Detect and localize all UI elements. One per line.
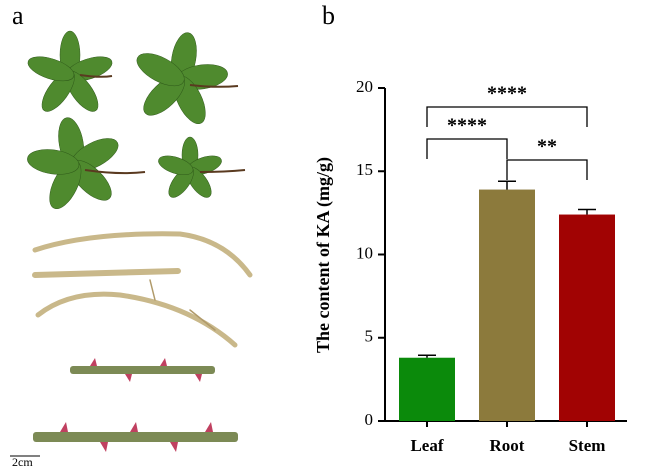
panel-label: b: [322, 1, 335, 30]
photo-leaves: [27, 30, 246, 209]
y-tick-label: 5: [365, 327, 374, 346]
y-tick-label: 15: [356, 160, 373, 179]
y-tick-label: 20: [356, 77, 373, 96]
significance-label: ****: [447, 115, 487, 137]
y-axis-title: The content of KA (mg/g): [313, 157, 334, 353]
x-tick-label: Root: [490, 436, 525, 455]
y-tick-label: 0: [365, 410, 374, 429]
bar: [399, 357, 455, 421]
scale-bar-label: 2cm: [12, 455, 33, 469]
significance-bracket: [426, 106, 588, 127]
photo-roots: [32, 231, 253, 348]
y-tick-label: 10: [356, 243, 373, 262]
x-tick-label: Stem: [569, 436, 606, 455]
significance-label: **: [537, 136, 557, 158]
x-tick-label: Leaf: [410, 436, 443, 455]
bar: [559, 214, 615, 421]
significance-label: ****: [487, 83, 527, 105]
error-bar: [578, 208, 596, 215]
panel-label: a: [12, 1, 24, 30]
error-bar: [498, 180, 516, 190]
error-bar: [418, 354, 436, 358]
significance-bracket: [426, 138, 508, 159]
photo-stems: [33, 358, 238, 452]
bar: [479, 189, 535, 421]
significance-bracket: [506, 159, 588, 180]
